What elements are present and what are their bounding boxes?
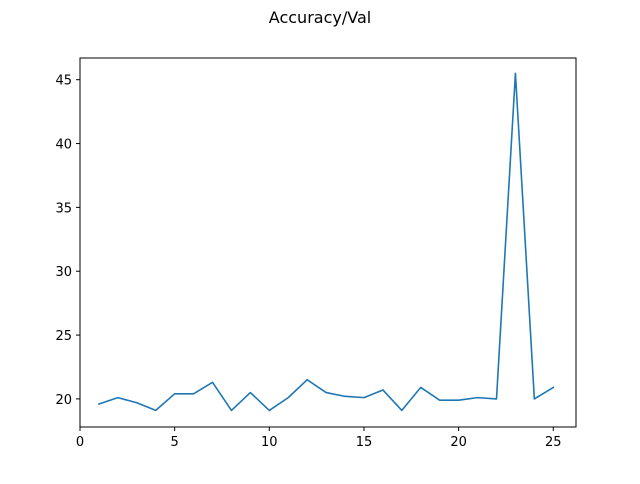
- y-tick-label: 45: [55, 74, 72, 89]
- series-line: [99, 73, 553, 410]
- y-tick-label: 35: [55, 201, 72, 216]
- x-tick-label: 15: [356, 435, 373, 450]
- x-tick-label: 20: [450, 435, 467, 450]
- axes-frame: [80, 58, 576, 427]
- chart-title: Accuracy/Val: [0, 8, 640, 27]
- x-tick-label: 0: [76, 435, 84, 450]
- y-tick-label: 30: [55, 265, 72, 280]
- y-tick-label: 20: [55, 393, 72, 408]
- x-tick-label: 25: [545, 435, 562, 450]
- y-tick-label: 25: [55, 329, 72, 344]
- x-tick-label: 10: [261, 435, 278, 450]
- x-tick-label: 5: [171, 435, 179, 450]
- y-tick-label: 40: [55, 138, 72, 153]
